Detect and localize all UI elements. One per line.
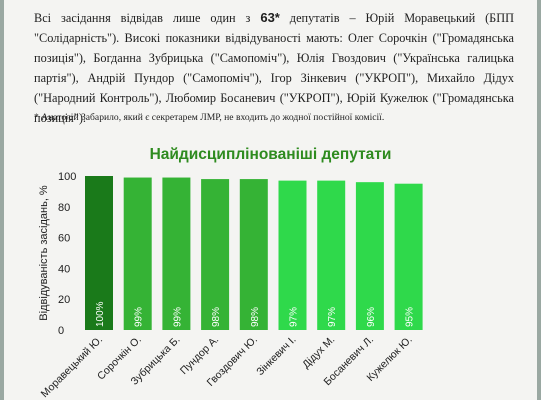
intro-text: Всі засідання відвідав лише один з 63* д… <box>34 8 514 128</box>
y-tick-label-2: 40 <box>58 263 70 275</box>
bar-value-label-7: 96% <box>366 307 377 327</box>
y-tick-label-1: 20 <box>58 294 70 306</box>
y-tick-label-3: 60 <box>58 233 70 245</box>
bar-8 <box>394 183 423 330</box>
y-tick-label-0: 0 <box>58 325 64 337</box>
bar-6 <box>317 180 346 330</box>
intro-line1-b: депутатів – Юрій Моравецький (БПП "Солід… <box>34 11 514 45</box>
x-tick-label-6: Дідух М. <box>300 334 337 371</box>
bar-value-label-1: 99% <box>134 307 145 327</box>
intro-line2: Високі показники відвідуваності мають: О… <box>34 31 515 125</box>
bar-value-label-2: 99% <box>172 307 183 327</box>
bar-value-label-4: 98% <box>250 307 261 327</box>
chart-title: Найдисциплінованіші депутати <box>149 146 392 163</box>
bar-3 <box>201 179 230 330</box>
bar-4 <box>239 179 268 330</box>
bar-7 <box>355 182 384 330</box>
y-tick-label-4: 80 <box>58 202 70 214</box>
y-tick-label-5: 100 <box>58 171 76 183</box>
bar-value-label-3: 98% <box>211 307 222 327</box>
y-axis-ticks: 0 20 40 60 80 100 <box>58 171 76 337</box>
intro-deputy-count: 63* <box>260 10 280 25</box>
bar-value-label-8: 95% <box>405 307 416 327</box>
bar-5 <box>278 180 307 330</box>
bar-value-label-0: 100% <box>95 301 106 327</box>
x-axis-labels: Моравецький Ю.Сорочкін О.Зубрицька Б.Пун… <box>39 334 415 400</box>
bar-1 <box>123 177 152 330</box>
intro-line1-a: Всі засідання відвідав лише один з <box>34 11 261 25</box>
bar-0 <box>85 176 113 330</box>
y-axis-label: Відвідуваність засідань, % <box>38 185 50 321</box>
footnote: * Анатолій Забарило, який є секретарем Л… <box>34 112 385 123</box>
bar-value-label-6: 97% <box>327 307 338 327</box>
x-tick-label-5: Зінкевич І. <box>254 334 298 378</box>
bar-value-label-5: 97% <box>289 307 300 327</box>
bars: 100% 99% 99% 98% 98% 97% 97% 96% 95% <box>85 176 423 330</box>
bar-2 <box>162 177 191 330</box>
x-tick-label-0: Моравецький Ю. <box>39 334 105 400</box>
